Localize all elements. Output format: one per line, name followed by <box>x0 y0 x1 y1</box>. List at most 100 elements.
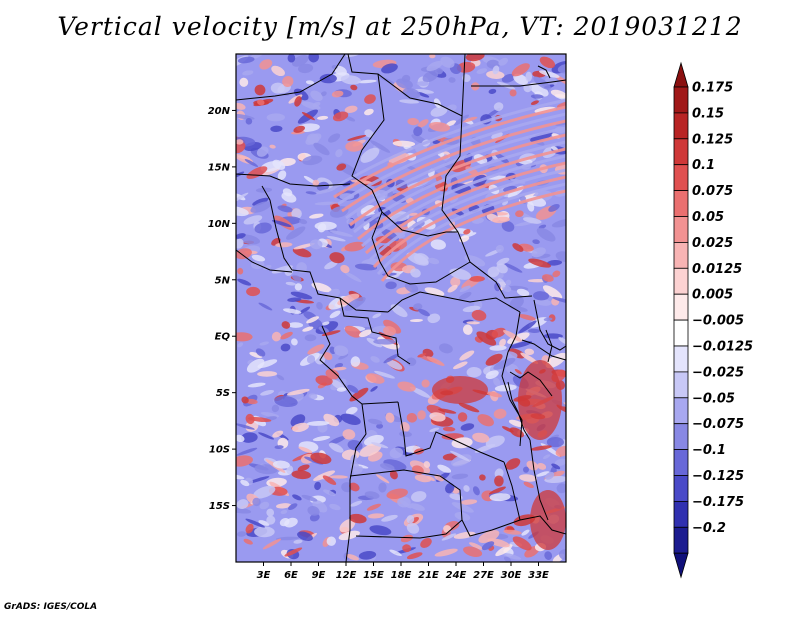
colorbar-swatch <box>673 138 689 166</box>
colorbar-swatch <box>673 267 689 295</box>
field-patch <box>404 282 419 293</box>
colorbar-label: −0.005 <box>692 314 744 329</box>
field-patch <box>336 163 347 171</box>
field-patch <box>314 481 322 491</box>
field-patch <box>417 119 429 128</box>
field-patch <box>429 427 440 432</box>
field-patch <box>406 522 420 534</box>
field-patch <box>478 530 500 544</box>
colorbar-label: −0.2 <box>692 521 726 536</box>
field-patch <box>316 301 323 310</box>
vertical-velocity-field <box>236 54 566 562</box>
field-patch <box>410 268 421 278</box>
border-line <box>507 381 531 441</box>
field-patch <box>315 375 333 386</box>
colorbar-swatch <box>673 397 689 425</box>
field-patch <box>429 54 436 59</box>
field-patch <box>492 216 510 224</box>
field-patch <box>459 285 471 293</box>
field-patch <box>493 357 516 370</box>
field-patch <box>306 316 320 324</box>
field-patch <box>451 437 473 449</box>
field-patch <box>543 317 553 322</box>
field-patch <box>322 475 337 486</box>
field-patch <box>381 514 398 522</box>
field-patch <box>331 90 344 98</box>
field-patch <box>417 92 430 98</box>
field-patch <box>426 475 435 482</box>
field-patch <box>537 462 547 470</box>
field-patch <box>552 296 566 304</box>
lon-tick-label: 30E <box>501 570 522 581</box>
field-patch <box>312 435 331 442</box>
field-patch <box>546 436 564 448</box>
field-patch <box>465 54 485 62</box>
field-patch <box>275 536 300 541</box>
field-patch <box>434 548 458 557</box>
field-patch <box>236 141 246 154</box>
field-patch <box>239 77 249 87</box>
field-patch <box>523 217 542 224</box>
field-patch <box>332 111 349 122</box>
field-patch <box>298 219 308 225</box>
lon-tick-label: 6E <box>284 570 298 581</box>
colorbar-label: −0.1 <box>692 443 726 458</box>
field-patch <box>476 331 497 346</box>
field-patch <box>240 479 250 487</box>
field-patch <box>246 358 265 373</box>
field-patch <box>236 499 249 510</box>
field-patch <box>236 192 249 204</box>
border-line <box>236 249 293 273</box>
lon-tick-label: 33E <box>528 570 549 581</box>
field-patch <box>390 304 408 318</box>
field-patch <box>529 82 549 97</box>
field-patch <box>308 393 318 400</box>
field-patch <box>237 278 252 286</box>
field-patch <box>312 179 320 187</box>
field-patch <box>538 70 560 78</box>
field-patch <box>306 355 316 364</box>
field-patch <box>450 276 461 287</box>
lat-tick-label: EQ <box>215 332 231 343</box>
field-patch <box>488 486 506 495</box>
field-patch <box>437 464 452 473</box>
lat-tick-label: 10N <box>208 219 231 230</box>
field-patch <box>262 538 282 550</box>
field-patch <box>339 518 356 533</box>
field-patch <box>293 125 305 133</box>
field-patch <box>297 464 310 472</box>
field-patch <box>345 116 356 122</box>
field-patch <box>319 73 337 84</box>
field-patch <box>408 212 418 216</box>
field-patch <box>528 258 551 268</box>
field-patches <box>236 54 566 562</box>
field-patch <box>523 481 534 489</box>
field-patch <box>379 463 395 471</box>
field-patch <box>413 303 423 311</box>
colorbar-label: 0.175 <box>692 81 733 96</box>
field-patch <box>271 331 282 342</box>
field-patch <box>260 389 275 396</box>
field-patch <box>333 345 349 357</box>
field-patch <box>237 56 255 64</box>
field-patch <box>383 326 396 336</box>
field-patch <box>440 56 455 68</box>
field-patch <box>525 71 533 82</box>
field-patch <box>458 291 472 301</box>
field-patch <box>392 140 416 147</box>
field-patch <box>489 345 507 351</box>
field-patch <box>280 331 293 340</box>
field-patch <box>364 491 380 499</box>
field-patch <box>313 142 330 156</box>
field-patch <box>416 81 430 87</box>
field-patch <box>376 474 390 484</box>
field-band <box>345 126 566 220</box>
border-line <box>381 211 458 237</box>
field-patch <box>469 275 485 282</box>
field-patch <box>291 208 302 219</box>
field-patch <box>307 344 325 355</box>
field-patch <box>494 468 504 479</box>
country-borders <box>236 54 566 562</box>
field-patch <box>518 314 536 321</box>
field-patch <box>420 538 432 548</box>
